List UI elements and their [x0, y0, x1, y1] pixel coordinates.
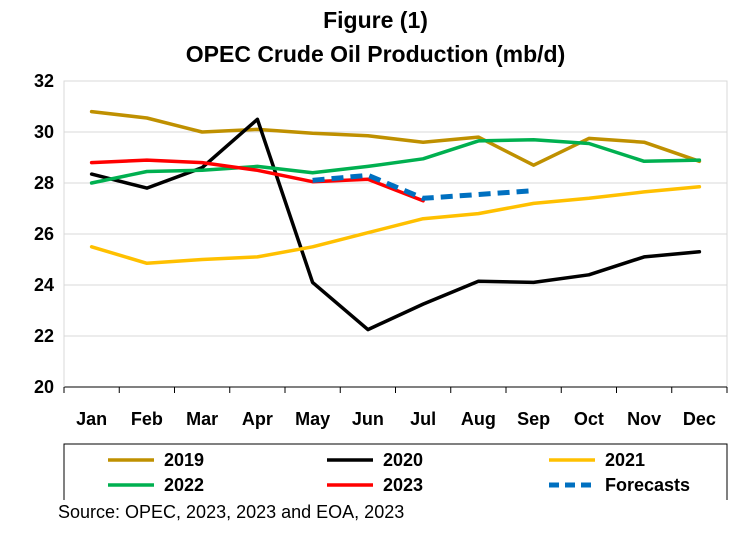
x-tick-label: Jan: [76, 409, 107, 429]
x-tick-label: Apr: [242, 409, 273, 429]
legend-label: 2022: [164, 475, 204, 495]
x-tick-label: May: [295, 409, 330, 429]
y-tick-label: 32: [34, 71, 54, 91]
legend-label: 2019: [164, 450, 204, 470]
x-tick-label: Feb: [131, 409, 163, 429]
x-tick-label: Oct: [574, 409, 604, 429]
chart-title-line1: Figure (1): [323, 7, 428, 33]
y-tick-label: 26: [34, 224, 54, 244]
legend-label: 2021: [605, 450, 645, 470]
legend-label: Forecasts: [605, 475, 690, 495]
x-tick-label: Aug: [461, 409, 496, 429]
y-tick-label: 28: [34, 173, 54, 193]
legend-label: 2023: [383, 475, 423, 495]
y-tick-label: 24: [34, 275, 54, 295]
legend-box: [63, 443, 728, 500]
series-line-2023: [89, 158, 425, 203]
legend-label: 2020: [383, 450, 423, 470]
x-tick-label: Dec: [683, 409, 716, 429]
y-tick-label: 20: [34, 377, 54, 397]
y-tick-label: 22: [34, 326, 54, 346]
series-line-2021: [89, 185, 702, 266]
series-line-forecasts: [312, 172, 534, 201]
x-tick-label: Jun: [352, 409, 384, 429]
series-line-2019: [89, 109, 702, 167]
source-note: Source: OPEC, 2023, 2023 and EOA, 2023: [58, 502, 405, 522]
y-tick-label: 30: [34, 122, 54, 142]
x-tick-label: Jul: [410, 409, 436, 429]
series-line-2022: [89, 137, 702, 185]
x-tick-label: Nov: [627, 409, 661, 429]
chart-title-line2: OPEC Crude Oil Production (mb/d): [185, 41, 566, 67]
x-tick-label: Mar: [186, 409, 218, 429]
x-tick-label: Sep: [517, 409, 550, 429]
